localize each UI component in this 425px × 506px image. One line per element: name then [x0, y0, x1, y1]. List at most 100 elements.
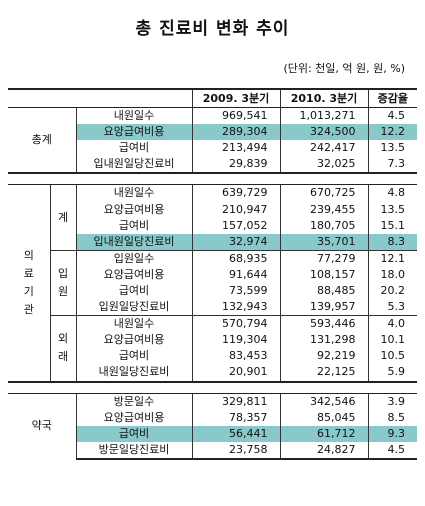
row-v2: 593,446	[279, 315, 369, 333]
table-row: 급여비 213,494 242,417 13.5	[8, 140, 418, 157]
row-v2: 61,712	[279, 425, 369, 442]
row-v3: 7.3	[367, 156, 418, 174]
row-v3: 3.9	[367, 392, 418, 410]
row-v2: 242,417	[279, 140, 369, 157]
table-row: 요양급여비용 78,357 85,045 8.5	[8, 409, 418, 426]
table-row: 약국 방문일수 329,811 342,546 3.9	[8, 392, 418, 459]
row-item: 급여비	[75, 348, 193, 365]
row-v1: 20,901	[191, 364, 281, 382]
row-v2: 342,546	[279, 392, 369, 410]
table-row: 방문일당진료비 23,758 24,827 4.5	[8, 441, 418, 460]
table-row: 급여비 73,599 88,485 20.2	[8, 282, 418, 300]
row-v1: 132,943	[191, 299, 281, 316]
group-label-outpatient: 외 래	[49, 315, 76, 382]
table-row: 요양급여비용 119,304 131,298 10.1	[8, 332, 418, 349]
row-v1: 969,541	[191, 107, 281, 125]
row-item: 요양급여비용	[75, 409, 193, 426]
row-v3: 4.8	[367, 184, 418, 202]
table-row: 요양급여비용 289,304 324,500 12.2	[8, 124, 418, 141]
header-col2: 2010. 3분기	[279, 88, 369, 108]
row-v1: 570,794	[191, 315, 281, 333]
row-v3: 13.5	[367, 140, 418, 157]
table-row: 총계 내원일수 969,541 1,013,271 4.5	[8, 107, 418, 146]
row-v3: 20.2	[367, 282, 418, 300]
row-item: 방문일당진료비	[75, 441, 193, 460]
table-row: 입내원일당진료비 32,974 35,701 8.3	[8, 233, 418, 251]
group-label-sum: 계	[49, 184, 76, 251]
row-v3: 15.1	[367, 217, 418, 234]
row-item: 급여비	[75, 217, 193, 234]
row-v3: 12.1	[367, 249, 418, 267]
row-v3: 8.5	[367, 409, 418, 426]
section-label-total: 총계	[31, 133, 52, 147]
row-item: 급여비	[75, 282, 193, 300]
row-v2: 92,219	[279, 348, 369, 365]
row-v2: 77,279	[279, 249, 369, 267]
row-item: 입원일수	[75, 249, 193, 267]
row-v2: 85,045	[279, 409, 369, 426]
row-v2: 324,500	[279, 124, 369, 141]
row-v2: 131,298	[279, 332, 369, 349]
row-v2: 22,125	[279, 364, 369, 382]
row-v3: 13.5	[367, 201, 418, 218]
row-v1: 68,935	[191, 249, 281, 267]
row-v1: 83,453	[191, 348, 281, 365]
table-row: 급여비 56,441 61,712 9.3	[8, 425, 418, 442]
row-v2: 88,485	[279, 282, 369, 300]
row-v1: 29,839	[191, 156, 281, 174]
row-item: 요양급여비용	[75, 124, 193, 141]
row-v1: 78,357	[191, 409, 281, 426]
row-v3: 10.5	[367, 348, 418, 365]
table-row: 내원일당진료비 20,901 22,125 5.9	[8, 364, 418, 382]
table-row: 요양급여비용 210,947 239,455 13.5	[8, 201, 418, 218]
row-item: 내원일수	[75, 107, 193, 125]
row-item: 내원일당진료비	[75, 364, 193, 382]
page-title: 총 진료비 변화 추이	[135, 19, 290, 39]
row-v3: 8.3	[367, 233, 418, 251]
row-v1: 32,974	[191, 233, 281, 251]
row-item: 요양급여비용	[75, 266, 193, 283]
row-v2: 32,025	[279, 156, 369, 174]
row-v2: 35,701	[279, 233, 369, 251]
table-row: 급여비 157,052 180,705 15.1	[8, 217, 418, 234]
row-item: 입원일당진료비	[75, 299, 193, 316]
row-item: 요양급여비용	[75, 201, 193, 218]
header-col1: 2009. 3분기	[191, 88, 281, 108]
row-v3: 4.0	[367, 315, 418, 333]
row-item: 급여비	[75, 140, 193, 157]
row-v1: 91,644	[191, 266, 281, 283]
row-v2: 108,157	[279, 266, 369, 283]
row-v1: 329,811	[191, 392, 281, 410]
row-v1: 210,947	[191, 201, 281, 218]
medical-cost-table: 2009. 3분기 2010. 3분기 증감율 총계 내원일수 969,541 …	[8, 88, 418, 460]
row-v2: 24,827	[279, 441, 369, 460]
table-row: 요양급여비용 91,644 108,157 18.0	[8, 266, 418, 283]
row-v1: 639,729	[191, 184, 281, 202]
row-v1: 23,758	[191, 441, 281, 460]
header-row: 2009. 3분기 2010. 3분기 증감율	[8, 88, 418, 108]
row-v2: 239,455	[279, 201, 369, 218]
row-v3: 10.1	[367, 332, 418, 349]
row-v2: 1,013,271	[279, 107, 369, 125]
row-item: 내원일수	[75, 184, 193, 202]
section-label-medical: 의 료 기 관	[8, 184, 50, 382]
table-row: 급여비 83,453 92,219 10.5	[8, 348, 418, 365]
table-row: 입원일당진료비 132,943 139,957 5.3	[8, 299, 418, 316]
row-v3: 4.5	[367, 107, 418, 125]
row-v3: 4.5	[367, 441, 418, 460]
row-item: 내원일수	[75, 315, 193, 333]
row-v3: 5.9	[367, 364, 418, 382]
row-item: 입내원일당진료비	[75, 233, 193, 251]
row-v1: 213,494	[191, 140, 281, 157]
row-v1: 119,304	[191, 332, 281, 349]
row-v2: 670,725	[279, 184, 369, 202]
row-v3: 12.2	[367, 124, 418, 141]
table-row: 입 원 입원일수 68,935 77,279 12.1	[8, 249, 418, 316]
row-item: 입내원일당진료비	[75, 156, 193, 174]
table-row: 입내원일당진료비 29,839 32,025 7.3	[8, 156, 418, 174]
row-item: 급여비	[75, 425, 193, 442]
group-label-inpatient: 입 원	[49, 249, 76, 316]
header-col3: 증감율	[367, 88, 418, 108]
row-v1: 73,599	[191, 282, 281, 300]
unit-note: (단위: 천일, 억 원, 원, %)	[283, 62, 405, 75]
